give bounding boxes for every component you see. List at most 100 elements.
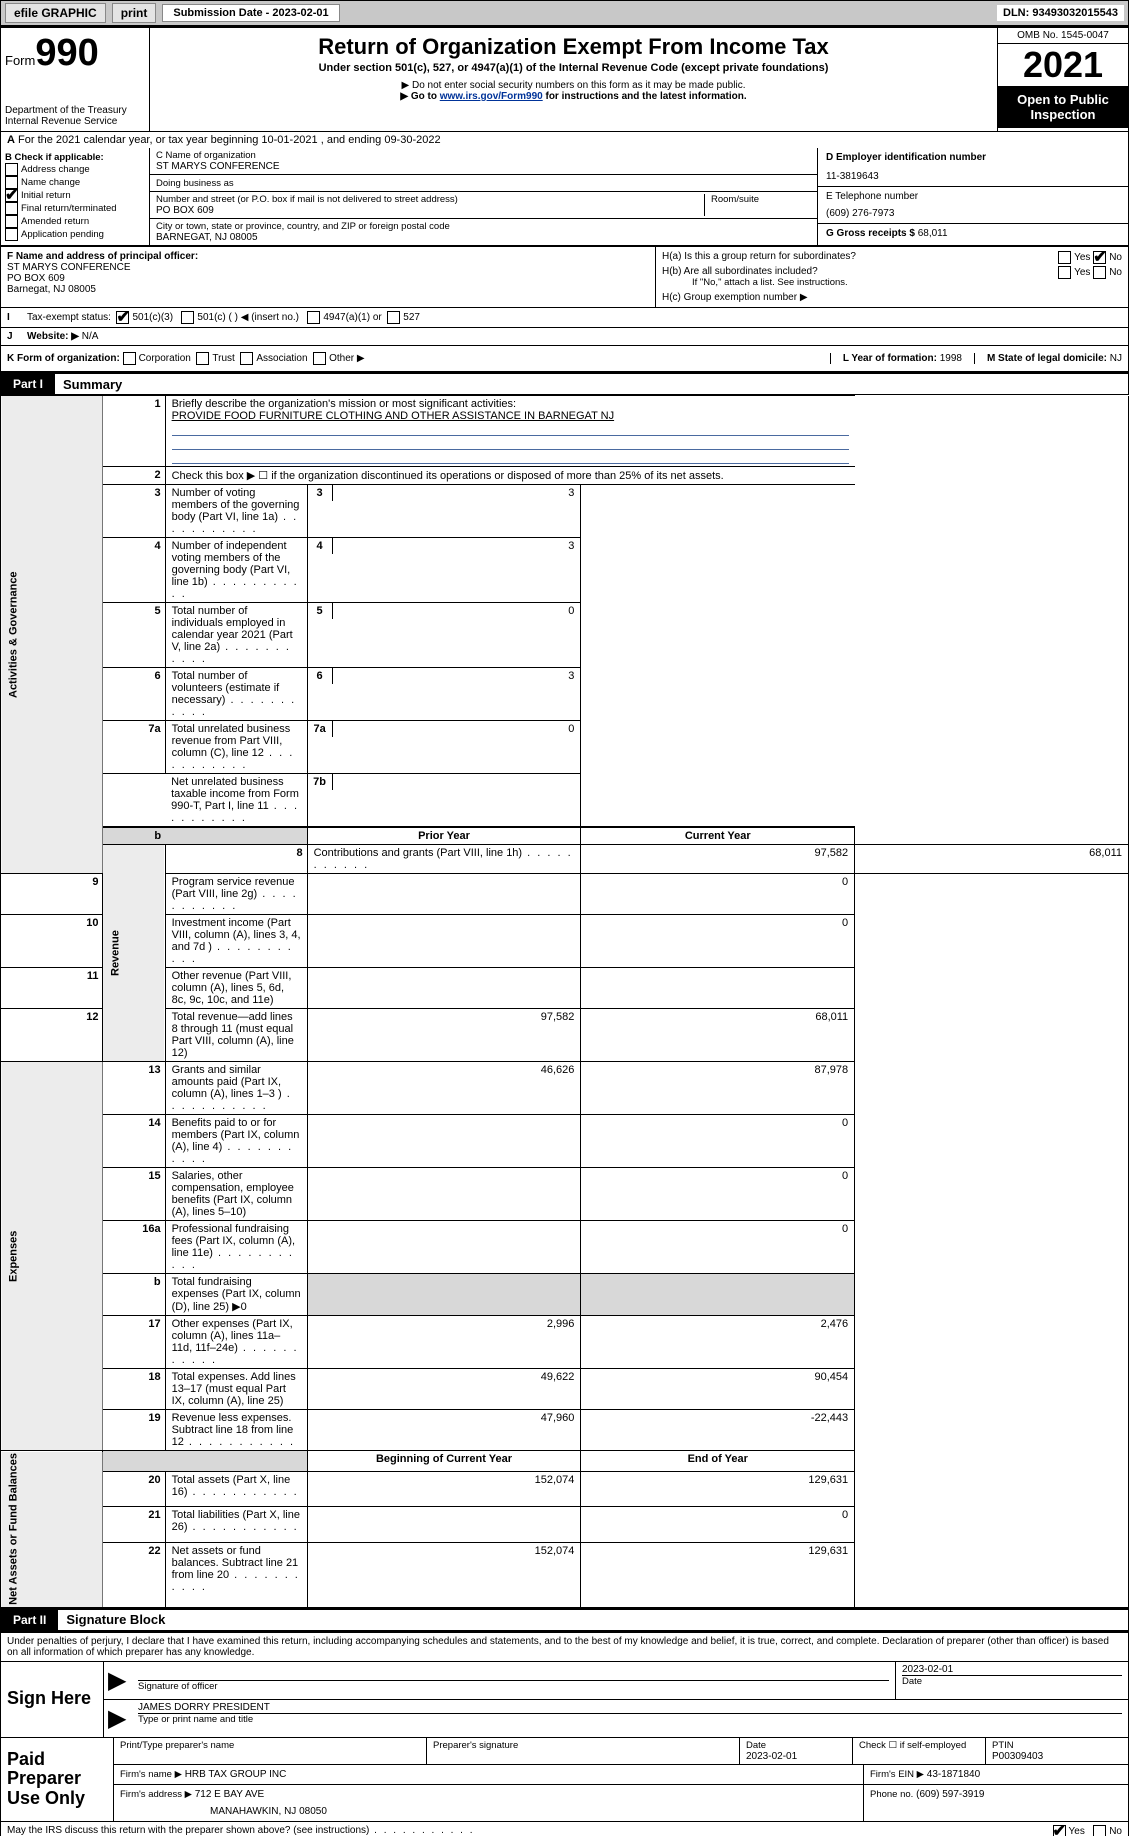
chk-527[interactable] [387, 311, 400, 324]
form-number: 990 [35, 32, 98, 74]
lbl-address-change: Address change [21, 164, 90, 175]
chk-initial-return[interactable] [5, 189, 18, 202]
j-value: N/A [82, 331, 99, 342]
r6: Total number of volunteers (estimate if … [165, 668, 307, 721]
chk-assoc[interactable] [240, 352, 253, 365]
m-value: NJ [1110, 353, 1122, 364]
section-d: D Employer identification number 11-3819… [817, 148, 1128, 245]
hb-no[interactable] [1093, 266, 1106, 279]
opt-501c3: 501(c)(3) [132, 312, 173, 323]
signature-block: Under penalties of perjury, I declare th… [0, 1631, 1129, 1836]
m-label: M State of legal domicile: [987, 353, 1107, 364]
v6: 3 [568, 670, 574, 682]
name-label: C Name of organization [156, 150, 811, 161]
c13: 87,978 [581, 1062, 855, 1115]
c15: 0 [581, 1168, 855, 1221]
side-expenses: Expenses [1, 1062, 103, 1451]
p16a [307, 1221, 581, 1274]
hc-label: H(c) Group exemption number ▶ [662, 292, 1122, 303]
firm-phone-label: Phone no. [870, 1789, 913, 1800]
j-label: Website: ▶ [27, 331, 79, 342]
f-addr2: Barnegat, NJ 08005 [7, 284, 96, 295]
row-j: J Website: ▶ N/A [0, 328, 1129, 346]
mission: PROVIDE FOOD FURNITURE CLOTHING AND OTHE… [172, 410, 615, 422]
r13: Grants and similar amounts paid (Part IX… [165, 1062, 307, 1115]
chk-501c3[interactable] [116, 311, 129, 324]
p21 [307, 1507, 581, 1543]
city-label: City or town, state or province, country… [156, 221, 811, 232]
row-i: I Tax-exempt status: 501(c)(3) 501(c) ( … [0, 308, 1129, 328]
c12: 68,011 [581, 1009, 855, 1062]
dept-label: Department of the Treasury [5, 105, 145, 116]
f-label: F Name and address of principal officer: [7, 251, 198, 262]
chk-trust[interactable] [196, 352, 209, 365]
officer-name: JAMES DORRY PRESIDENT [138, 1702, 1122, 1713]
prior-year-header: Prior Year [307, 827, 581, 845]
rn6: 6 [308, 668, 333, 684]
ha-no[interactable] [1093, 251, 1106, 264]
may-irs-no[interactable] [1093, 1825, 1106, 1836]
i-label: Tax-exempt status: [27, 312, 111, 323]
section-b: B Check if applicable: Address change Na… [1, 148, 150, 245]
form990-link[interactable]: www.irs.gov/Form990 [440, 91, 543, 102]
print-button[interactable]: print [112, 3, 157, 23]
p8: 97,582 [581, 845, 855, 874]
r7b: Net unrelated business taxable income fr… [165, 774, 307, 828]
prep-name-label: Print/Type preparer's name [114, 1738, 427, 1764]
chk-corp[interactable] [123, 352, 136, 365]
form-header: Form990 Department of the Treasury Inter… [0, 26, 1129, 132]
p20: 152,074 [307, 1471, 581, 1507]
rn3: 3 [308, 485, 333, 501]
c11 [581, 968, 855, 1009]
p9 [307, 874, 581, 915]
open-inspection: Open to Public Inspection [998, 86, 1128, 128]
hb-yes[interactable] [1058, 266, 1071, 279]
r10: Investment income (Part VIII, column (A)… [165, 915, 307, 968]
r20: Total assets (Part X, line 16) [165, 1471, 307, 1507]
r8: Contributions and grants (Part VIII, lin… [307, 845, 581, 874]
may-irs-yes[interactable] [1053, 1825, 1066, 1836]
r9: Program service revenue (Part VIII, line… [165, 874, 307, 915]
r21: Total liabilities (Part X, line 26) [165, 1507, 307, 1543]
org-city: BARNEGAT, NJ 08005 [156, 232, 811, 243]
p18: 49,622 [307, 1369, 581, 1410]
c14: 0 [581, 1115, 855, 1168]
prep-date: 2023-02-01 [746, 1751, 797, 1762]
firm-addr-label: Firm's address ▶ [120, 1789, 192, 1800]
chk-other[interactable] [313, 352, 326, 365]
c22: 129,631 [581, 1542, 855, 1607]
lbl-name-change: Name change [21, 177, 80, 188]
yes-label2: Yes [1074, 267, 1090, 278]
no-label: No [1109, 252, 1122, 263]
r16b: Total fundraising expenses (Part IX, col… [165, 1274, 307, 1316]
c8: 68,011 [855, 845, 1129, 874]
ha-yes[interactable] [1058, 251, 1071, 264]
c10: 0 [581, 915, 855, 968]
r16a: Professional fundraising fees (Part IX, … [165, 1221, 307, 1274]
chk-pending[interactable] [5, 228, 18, 241]
p15 [307, 1168, 581, 1221]
ein-value: 11-3819643 [826, 171, 1120, 182]
chk-4947[interactable] [307, 311, 320, 324]
chk-501c[interactable] [181, 311, 194, 324]
sig-officer-label: Signature of officer [138, 1681, 889, 1692]
chk-final-return[interactable] [5, 202, 18, 215]
side-revenue: Revenue [103, 845, 165, 1062]
submission-date: Submission Date - 2023-02-01 [162, 4, 339, 22]
rn4: 4 [308, 538, 333, 554]
r7a: Total unrelated business revenue from Pa… [165, 721, 307, 774]
date-label: Date [902, 1675, 1122, 1687]
no-label2: No [1109, 267, 1122, 278]
ptin-label: PTIN [992, 1740, 1014, 1751]
part1-tab: Part I [1, 374, 55, 394]
r22: Net assets or fund balances. Subtract li… [165, 1542, 307, 1607]
gross-label: G Gross receipts $ [826, 228, 915, 239]
c9: 0 [581, 874, 855, 915]
chk-amended[interactable] [5, 215, 18, 228]
check-self: Check ☐ if self-employed [853, 1738, 986, 1764]
v7a: 0 [568, 723, 574, 735]
no3: No [1109, 1826, 1122, 1836]
form-title: Return of Organization Exempt From Incom… [154, 34, 993, 60]
efile-button[interactable]: efile GRAPHIC [5, 3, 106, 23]
chk-address-change[interactable] [5, 163, 18, 176]
